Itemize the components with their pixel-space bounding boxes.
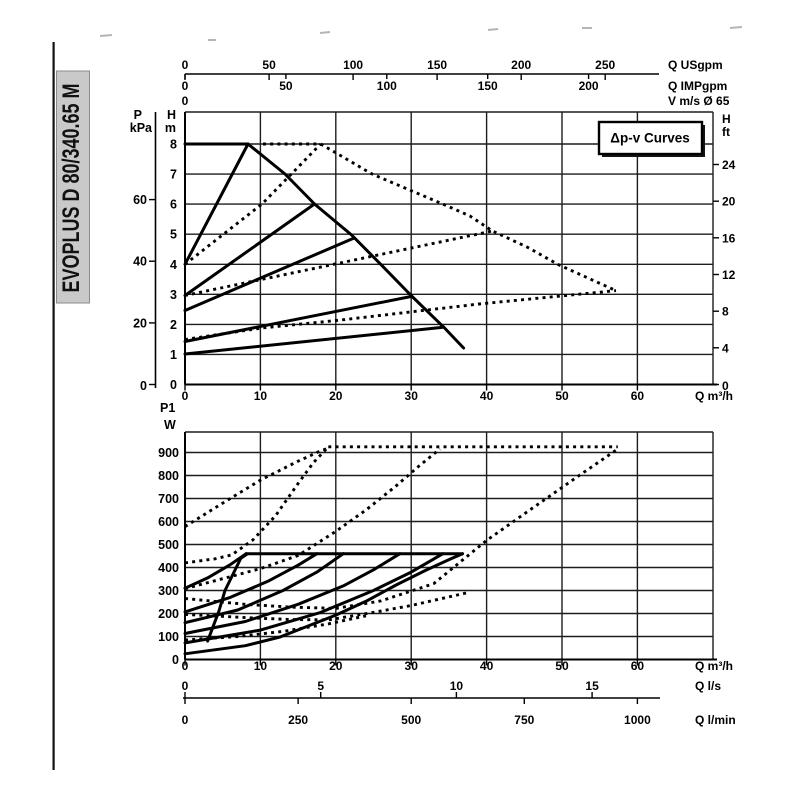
svg-text:P1: P1 bbox=[160, 401, 175, 415]
svg-text:H: H bbox=[722, 112, 731, 126]
svg-text:60: 60 bbox=[631, 389, 645, 403]
svg-text:0: 0 bbox=[182, 94, 189, 108]
svg-text:30: 30 bbox=[405, 659, 419, 673]
svg-text:0: 0 bbox=[182, 679, 189, 693]
svg-text:500: 500 bbox=[158, 538, 179, 552]
svg-text:10: 10 bbox=[254, 389, 268, 403]
svg-text:900: 900 bbox=[158, 446, 179, 460]
svg-text:20: 20 bbox=[133, 316, 147, 330]
svg-text:20: 20 bbox=[722, 195, 736, 209]
svg-text:P: P bbox=[134, 108, 142, 122]
svg-text:16: 16 bbox=[722, 231, 736, 245]
svg-text:0: 0 bbox=[172, 653, 179, 667]
svg-text:40: 40 bbox=[480, 389, 494, 403]
svg-text:60: 60 bbox=[133, 193, 147, 207]
svg-text:Q USgpm: Q USgpm bbox=[668, 58, 723, 72]
svg-text:4: 4 bbox=[722, 341, 729, 355]
svg-text:200: 200 bbox=[579, 79, 599, 93]
svg-text:700: 700 bbox=[158, 492, 179, 506]
svg-text:40: 40 bbox=[133, 255, 147, 269]
svg-text:5: 5 bbox=[170, 228, 177, 242]
svg-text:12: 12 bbox=[722, 268, 736, 282]
svg-text:0: 0 bbox=[182, 79, 189, 93]
svg-text:0: 0 bbox=[182, 713, 189, 727]
svg-text:1000: 1000 bbox=[624, 713, 651, 727]
svg-text:m: m bbox=[165, 121, 176, 135]
svg-text:300: 300 bbox=[158, 584, 179, 598]
svg-text:1: 1 bbox=[170, 348, 177, 362]
svg-text:0: 0 bbox=[170, 378, 177, 392]
svg-text:Q m³/h: Q m³/h bbox=[695, 389, 733, 403]
svg-text:2: 2 bbox=[170, 318, 177, 332]
svg-text:0: 0 bbox=[182, 659, 189, 673]
svg-text:600: 600 bbox=[158, 515, 179, 529]
svg-text:Q l/min: Q l/min bbox=[695, 713, 736, 727]
svg-text:7: 7 bbox=[170, 168, 177, 182]
svg-text:750: 750 bbox=[514, 713, 534, 727]
svg-text:100: 100 bbox=[158, 630, 179, 644]
svg-text:400: 400 bbox=[158, 561, 179, 575]
svg-text:50: 50 bbox=[555, 659, 569, 673]
svg-text:ft: ft bbox=[722, 125, 730, 139]
svg-text:Q m³/h: Q m³/h bbox=[695, 659, 733, 673]
svg-text:150: 150 bbox=[478, 79, 498, 93]
svg-text:20: 20 bbox=[329, 659, 343, 673]
svg-text:3: 3 bbox=[170, 288, 177, 302]
svg-text:H: H bbox=[167, 108, 176, 122]
svg-text:8: 8 bbox=[170, 138, 177, 152]
svg-text:15: 15 bbox=[585, 679, 599, 693]
svg-text:Q l/s: Q l/s bbox=[695, 679, 721, 693]
svg-text:V m/s Ø 65: V m/s Ø 65 bbox=[668, 94, 730, 108]
svg-text:500: 500 bbox=[401, 713, 421, 727]
svg-text:100: 100 bbox=[377, 79, 397, 93]
svg-text:0: 0 bbox=[140, 379, 147, 393]
svg-text:0: 0 bbox=[182, 389, 189, 403]
svg-text:Δp-v Curves: Δp-v Curves bbox=[610, 131, 689, 146]
svg-text:40: 40 bbox=[480, 659, 494, 673]
svg-text:kPa: kPa bbox=[130, 121, 153, 135]
svg-text:250: 250 bbox=[288, 713, 308, 727]
svg-text:60: 60 bbox=[631, 659, 645, 673]
svg-text:150: 150 bbox=[427, 58, 447, 72]
svg-text:10: 10 bbox=[254, 659, 268, 673]
svg-text:250: 250 bbox=[595, 58, 615, 72]
svg-text:EVOPLUS D 80/340.65 M: EVOPLUS D 80/340.65 M bbox=[59, 84, 85, 293]
svg-text:100: 100 bbox=[343, 58, 363, 72]
svg-text:800: 800 bbox=[158, 469, 179, 483]
svg-text:0: 0 bbox=[722, 379, 729, 393]
svg-text:50: 50 bbox=[279, 79, 293, 93]
svg-text:50: 50 bbox=[262, 58, 276, 72]
svg-text:10: 10 bbox=[450, 679, 464, 693]
svg-text:30: 30 bbox=[405, 389, 419, 403]
svg-text:8: 8 bbox=[722, 305, 729, 319]
svg-text:Q IMPgpm: Q IMPgpm bbox=[668, 79, 727, 93]
svg-text:200: 200 bbox=[158, 607, 179, 621]
svg-text:0: 0 bbox=[182, 58, 189, 72]
svg-text:5: 5 bbox=[317, 679, 324, 693]
svg-text:24: 24 bbox=[722, 158, 736, 172]
svg-text:6: 6 bbox=[170, 198, 177, 212]
svg-text:4: 4 bbox=[170, 258, 177, 272]
svg-text:50: 50 bbox=[555, 389, 569, 403]
svg-text:200: 200 bbox=[511, 58, 531, 72]
svg-text:W: W bbox=[164, 418, 176, 432]
svg-text:20: 20 bbox=[329, 389, 343, 403]
